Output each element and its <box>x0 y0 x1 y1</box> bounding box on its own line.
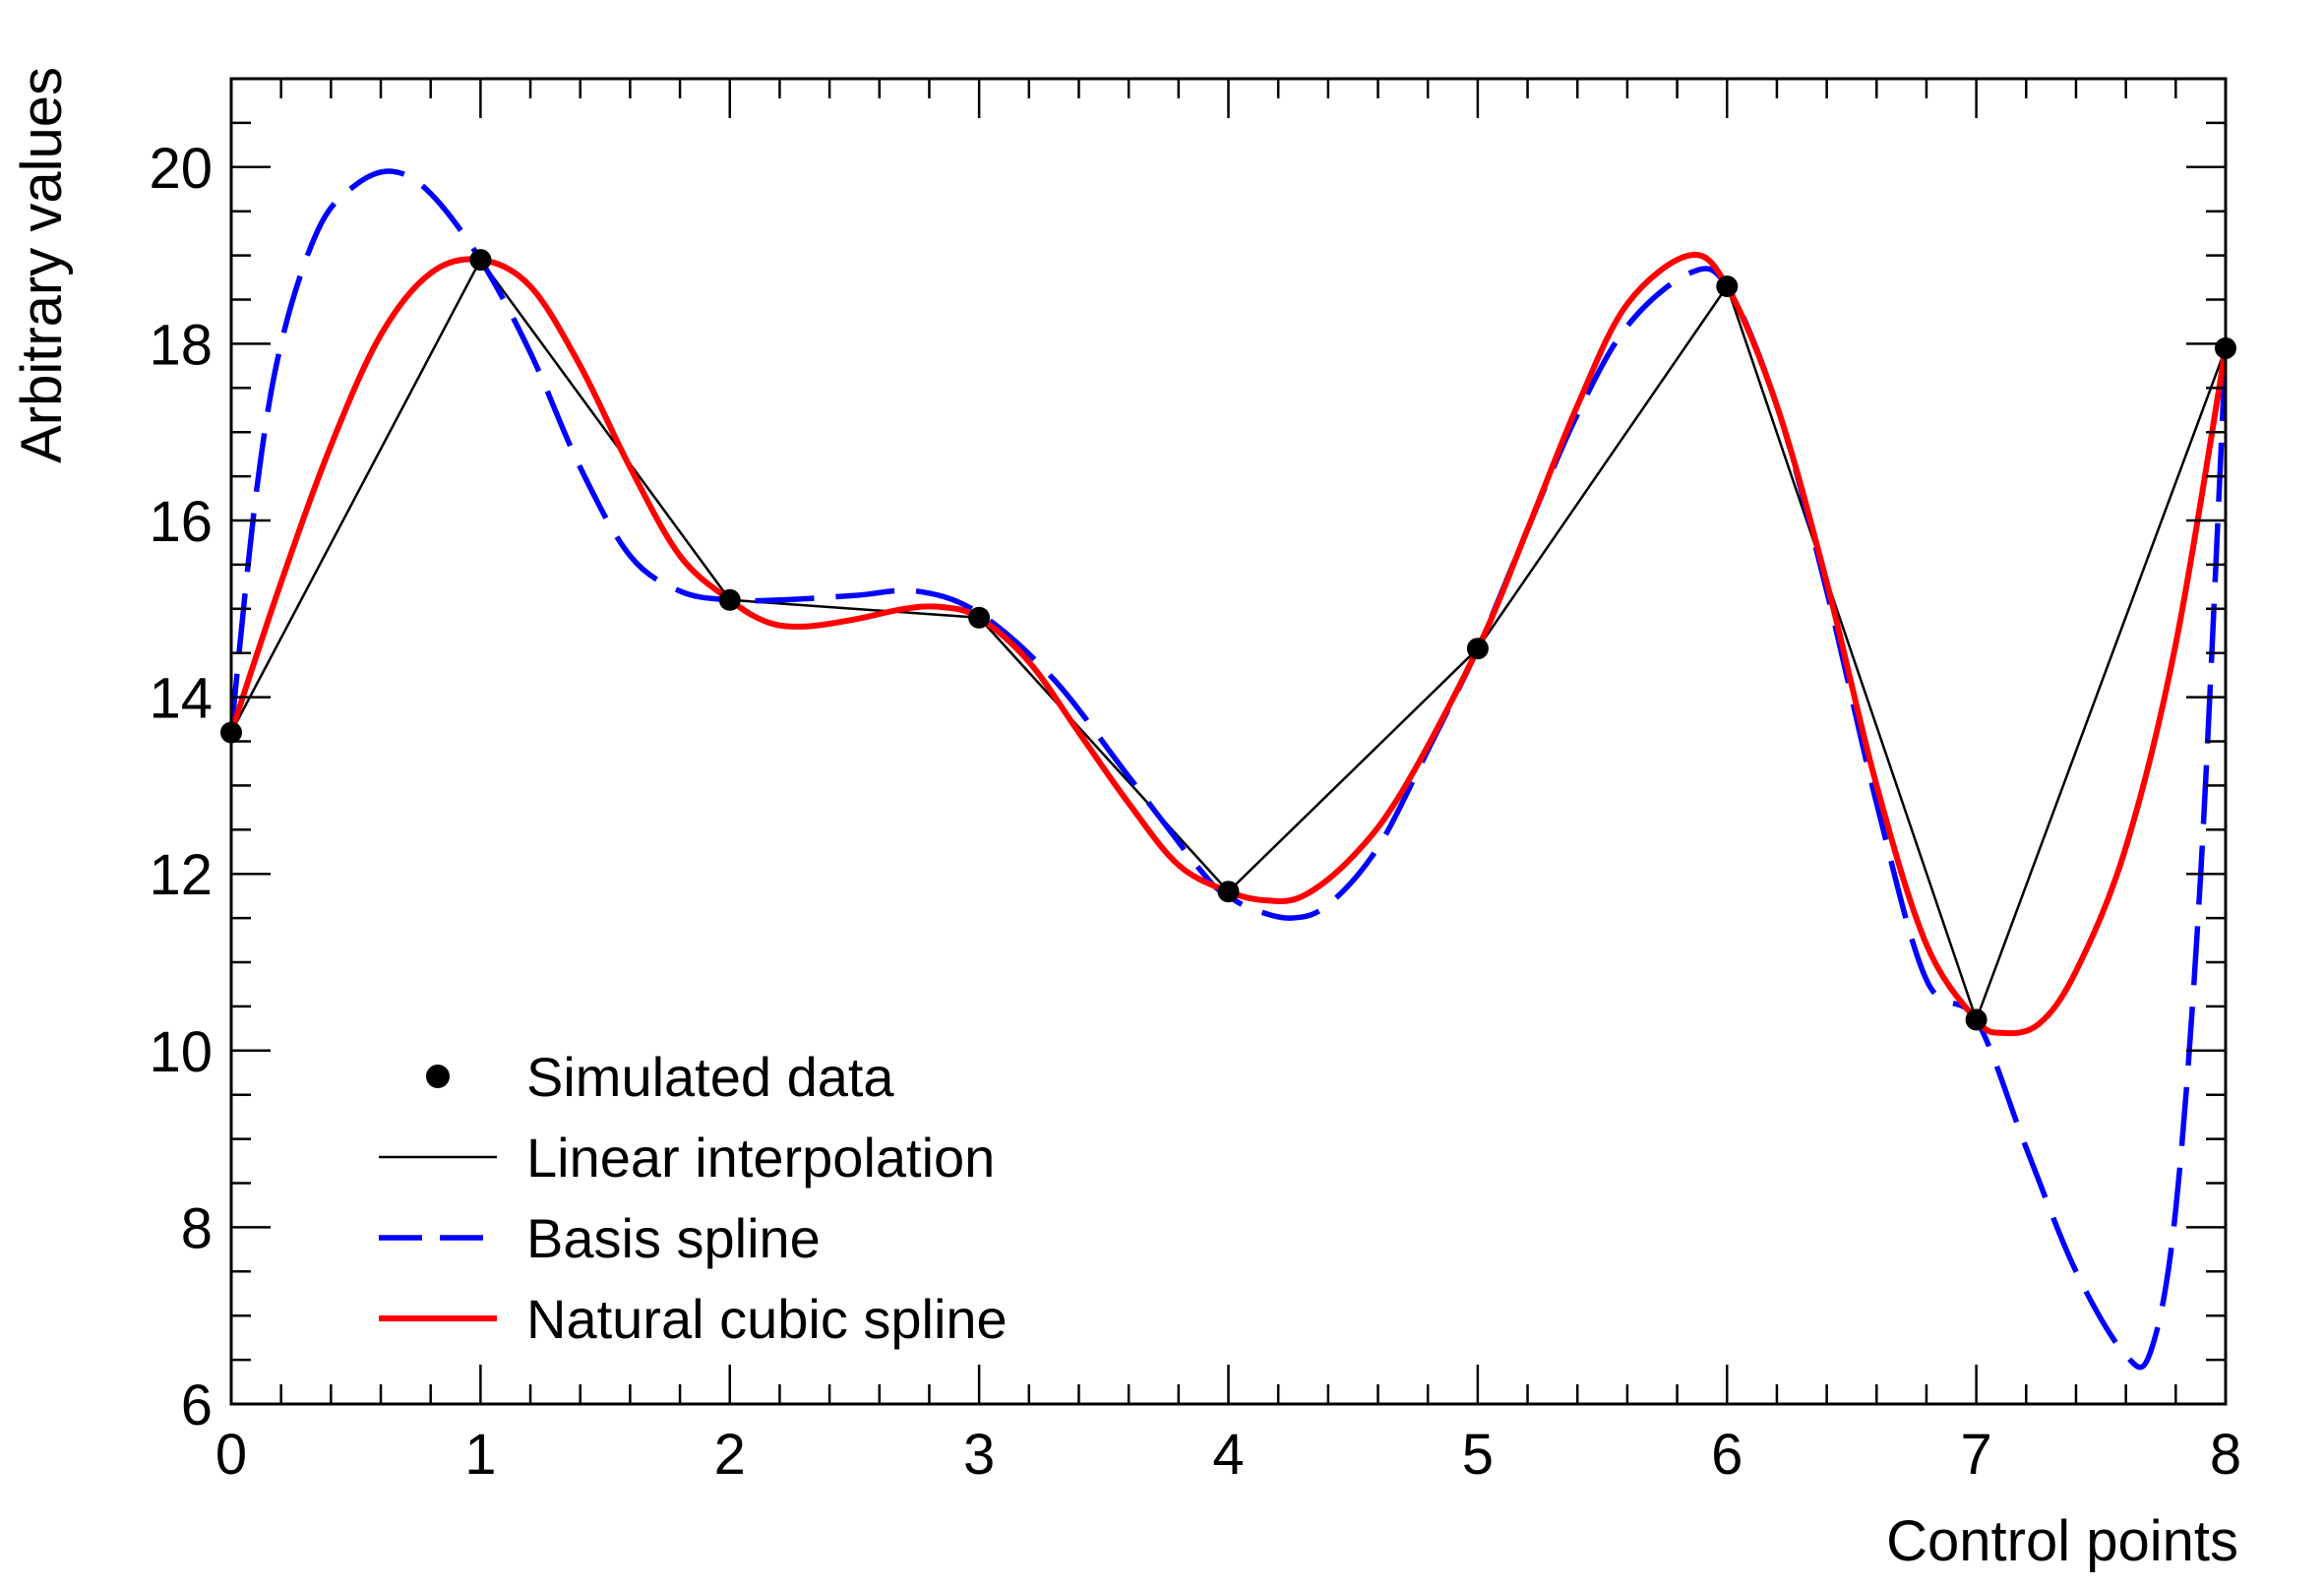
data-point <box>1466 638 1489 660</box>
y-tick-label: 6 <box>181 1373 213 1437</box>
series-line-natural-cubic-spline <box>231 252 2226 1037</box>
y-tick-label: 20 <box>149 137 213 201</box>
legend-label: Linear interpolation <box>526 1127 995 1189</box>
plot-frame <box>229 77 2228 1406</box>
y-tick-label: 12 <box>149 843 213 907</box>
x-tick-label: 2 <box>714 1423 746 1487</box>
x-tick-label: 4 <box>1212 1423 1244 1487</box>
legend-marker <box>426 1065 450 1088</box>
x-tick-label: 7 <box>1960 1423 1991 1487</box>
y-tick-label: 8 <box>181 1196 213 1260</box>
legend: Simulated data Linear interpolation Basis … <box>379 1046 1008 1350</box>
data-point <box>1217 881 1240 903</box>
y-tick-label: 18 <box>149 313 213 377</box>
data-point <box>968 606 991 629</box>
y-tick-label: 16 <box>149 490 213 554</box>
x-axis-title: Control points <box>1886 1509 2238 1573</box>
y-tick-label: 14 <box>149 667 213 731</box>
legend-label: Basis spline <box>526 1207 821 1269</box>
legend-label: Simulated data <box>526 1046 894 1108</box>
data-point <box>1716 275 1739 297</box>
data-point <box>1965 1008 1988 1031</box>
series-line-linear-interpolation <box>231 258 2226 1021</box>
y-tick-label: 10 <box>149 1020 213 1084</box>
x-tick-label: 3 <box>963 1423 995 1487</box>
series-line-basis-spline <box>231 168 2226 1371</box>
tick-layer <box>229 77 2228 1406</box>
y-axis-title: Arbitrary values <box>10 67 74 463</box>
x-tick-label: 8 <box>2210 1423 2241 1487</box>
marker-layer <box>220 249 2236 1031</box>
x-tick-label: 6 <box>1711 1423 1743 1487</box>
data-point <box>469 249 492 272</box>
legend-label: Natural cubic spline <box>526 1288 1008 1350</box>
x-tick-label: 5 <box>1462 1423 1494 1487</box>
x-tick-label: 1 <box>464 1423 496 1487</box>
x-tick-label: 0 <box>215 1423 247 1487</box>
data-point <box>718 588 741 611</box>
